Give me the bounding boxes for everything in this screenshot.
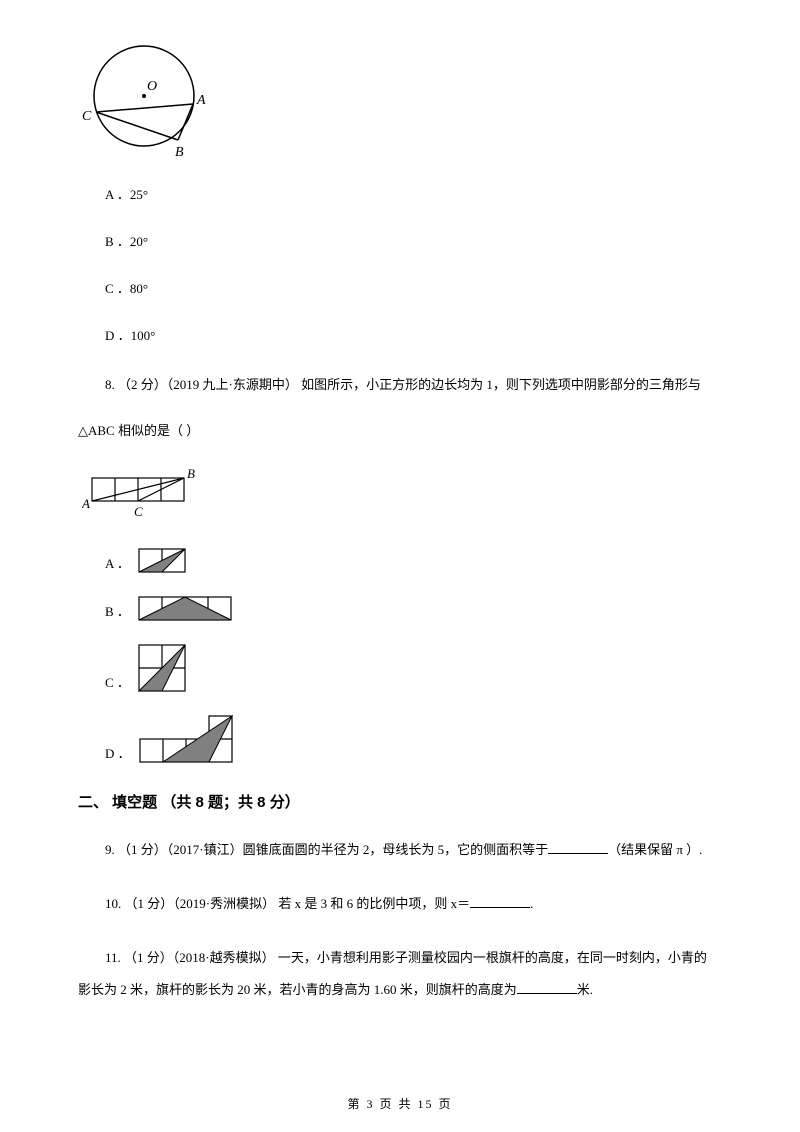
q8-main-figure: A B C: [82, 464, 740, 528]
option-a-letter: A ．: [105, 553, 130, 572]
q10-blank: [470, 894, 530, 908]
grid-label-b: B: [187, 466, 195, 481]
q8-text: 8. （2 分）（2019 九上·东源期中） 如图所示，小正方形的边长均为 1，…: [105, 372, 740, 398]
q9: 9. （1 分）（2017·镇江）圆锥底面圆的半径为 2，母线长为 5，它的侧面…: [105, 837, 740, 863]
q10-after: .: [530, 896, 533, 911]
q8-option-c: C ．: [105, 644, 740, 695]
q7-option-c: C ．80°: [105, 278, 740, 297]
label-c: C: [82, 109, 92, 124]
section-2-header: 二、 填空题 （共 8 题；共 8 分）: [78, 791, 740, 812]
q10: 10. （1 分）（2019·秀洲模拟） 若 x 是 3 和 6 的比例中项，则…: [105, 891, 740, 917]
q8-option-b: B ．: [105, 596, 740, 624]
option-b-letter: B ．: [105, 601, 130, 620]
grid-label-a: A: [82, 496, 90, 511]
q10-before: 10. （1 分）（2019·秀洲模拟） 若 x 是 3 和 6 的比例中项，则…: [105, 896, 470, 911]
option-d-letter: D ．: [105, 743, 131, 762]
q7-option-d: D ．100°: [105, 325, 740, 344]
q8-option-a: A ．: [105, 548, 740, 576]
q11-line2-before: 影长为 2 米，旗杆的影长为 20 米，若小青的身高为 1.60 米，则旗杆的高…: [78, 982, 517, 997]
q8-option-d: D ．: [105, 715, 740, 766]
label-b: B: [175, 145, 184, 160]
q8-text-cont: △ABC 相似的是（ ）: [78, 418, 740, 444]
page-footer: 第 3 页 共 15 页: [0, 1095, 800, 1112]
q9-after: （结果保留 π ）.: [608, 842, 702, 857]
q11-blank: [517, 980, 577, 994]
label-a: A: [196, 93, 206, 108]
q9-blank: [548, 840, 608, 854]
q7-option-b: B ．20°: [105, 231, 740, 250]
q11: 11. （1 分）（2018·越秀模拟） 一天，小青想利用影子测量校园内一根旗杆…: [105, 945, 740, 1003]
option-c-letter: C ．: [105, 672, 130, 691]
label-o: O: [147, 79, 157, 94]
q9-before: 9. （1 分）（2017·镇江）圆锥底面圆的半径为 2，母线长为 5，它的侧面…: [105, 842, 548, 857]
q11-line1: 11. （1 分）（2018·越秀模拟） 一天，小青想利用影子测量校园内一根旗杆…: [105, 945, 740, 971]
q11-line2-after: 米.: [577, 982, 593, 997]
grid-label-c: C: [134, 504, 143, 519]
q7-option-a: A ．25°: [105, 184, 740, 203]
circle-diagram: O A B C: [80, 40, 740, 164]
